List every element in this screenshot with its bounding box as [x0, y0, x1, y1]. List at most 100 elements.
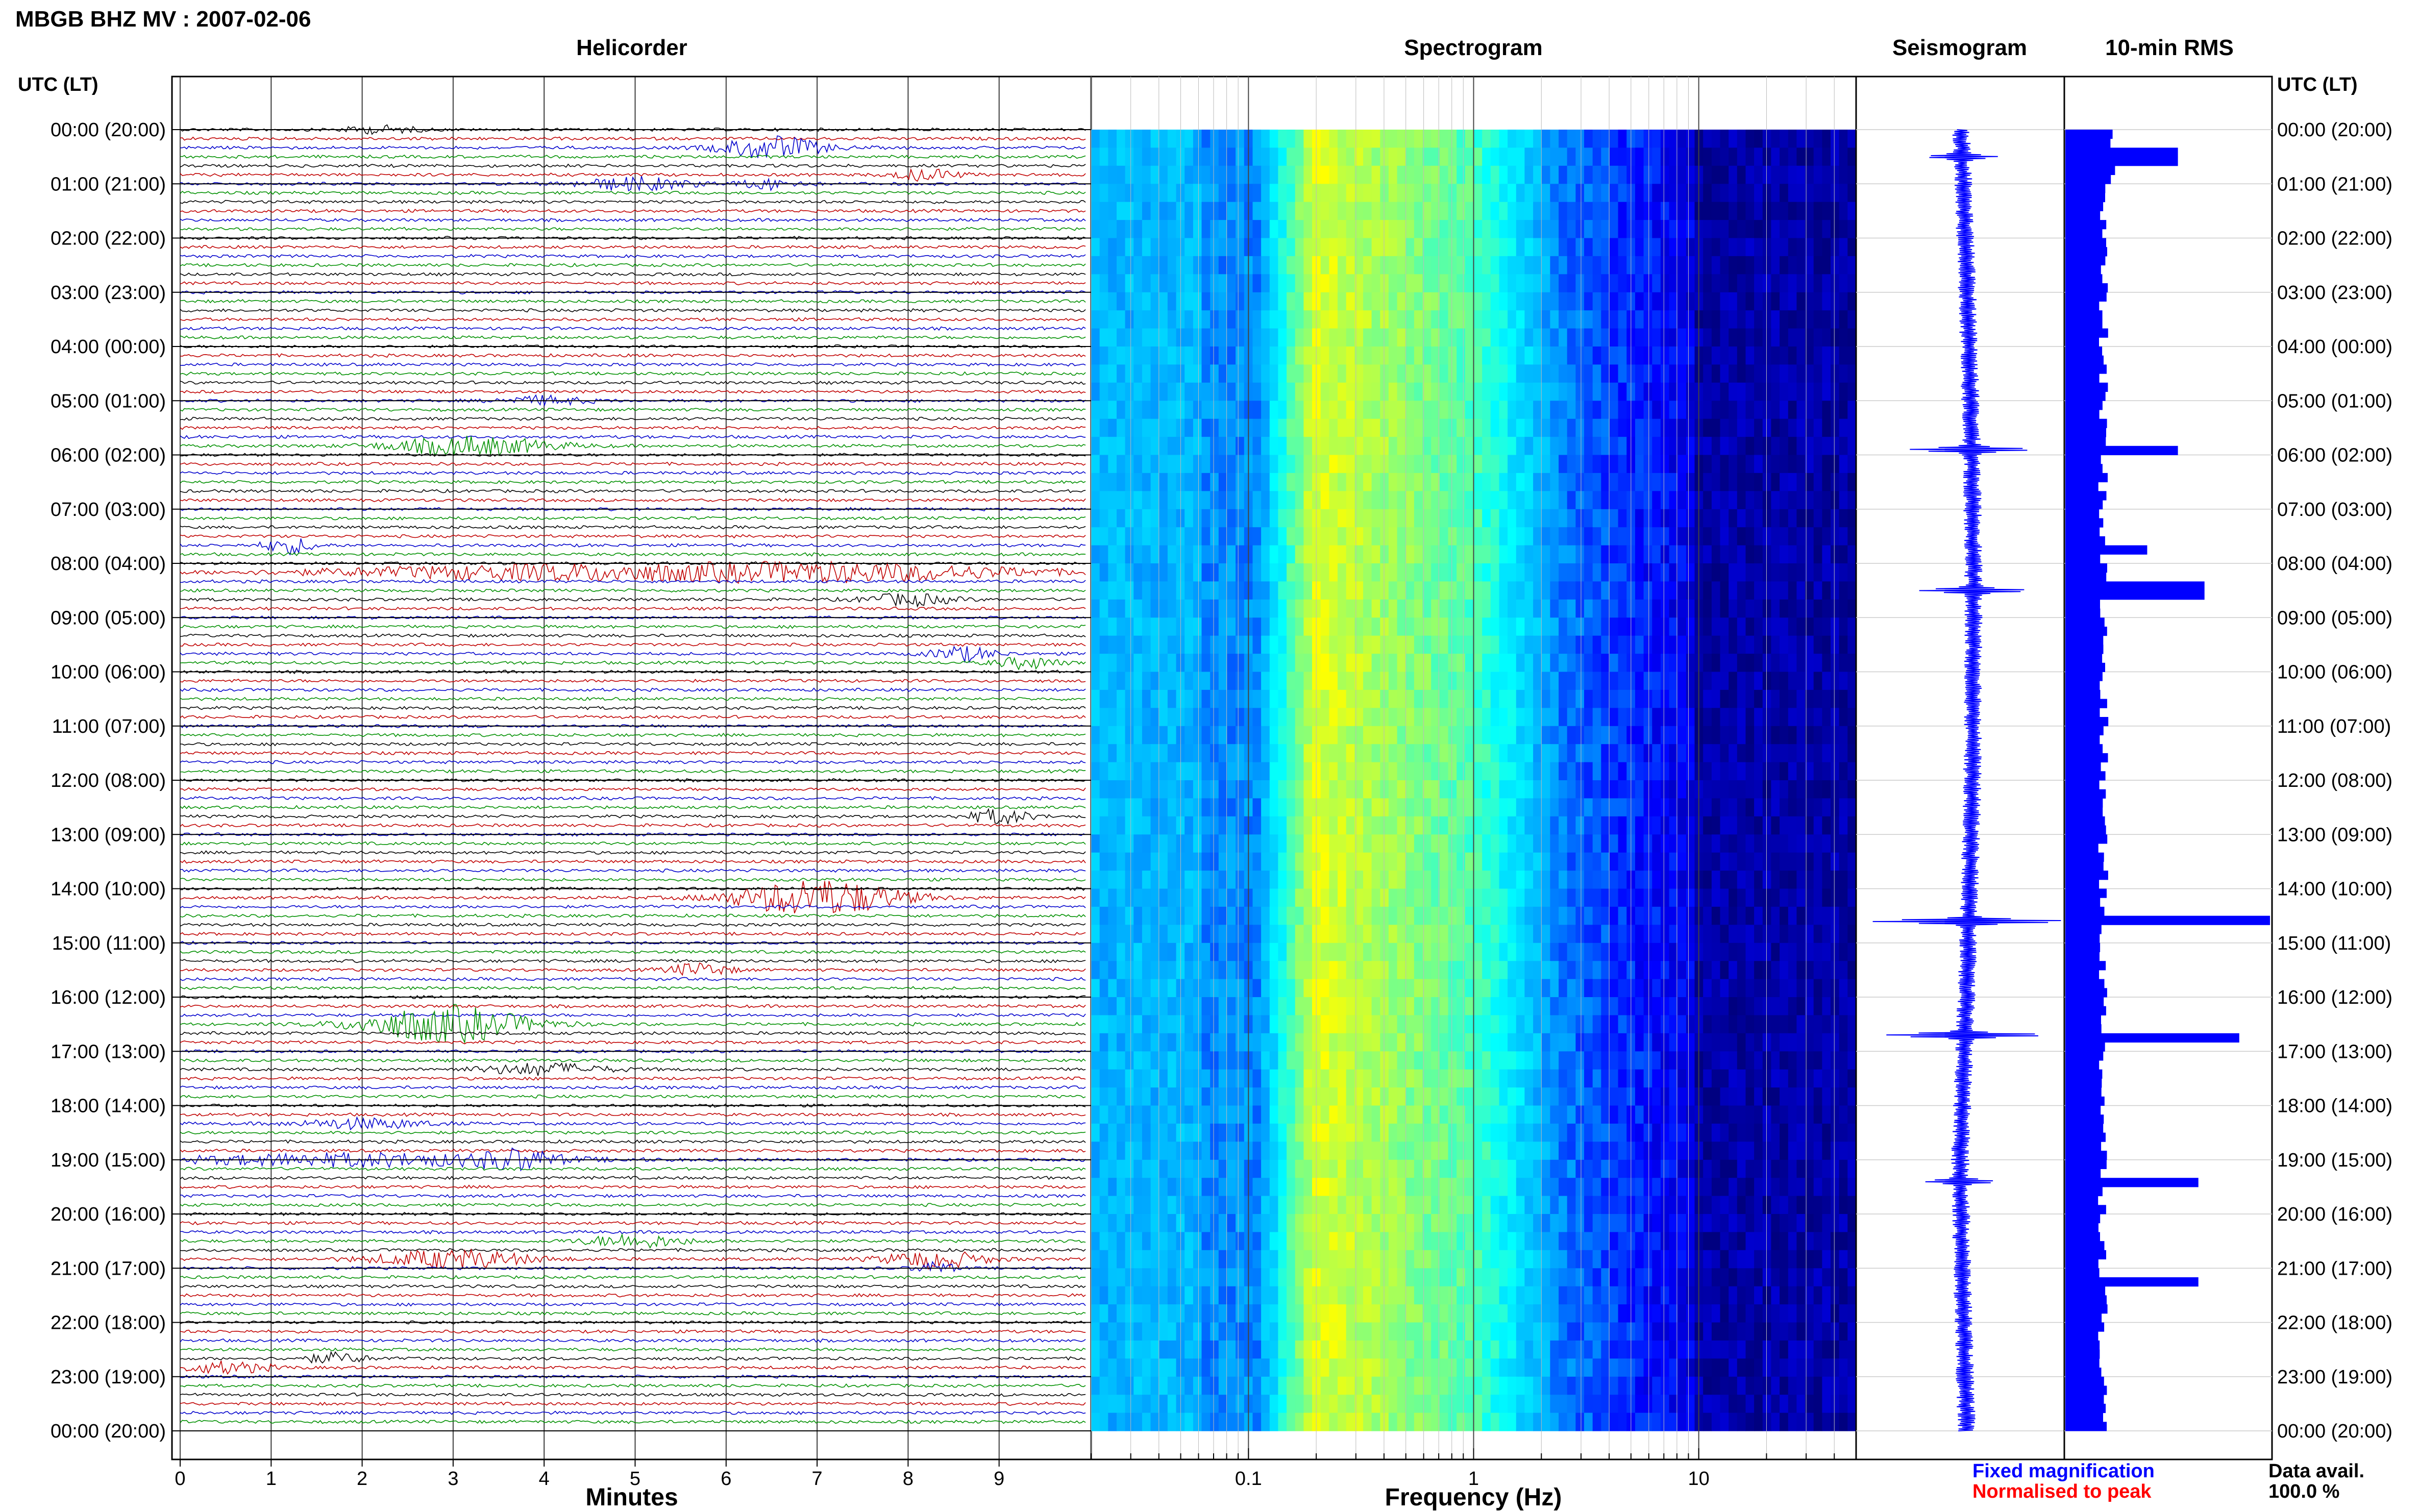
- spectrogram-cell: [1091, 1087, 1100, 1106]
- spectrogram-cell: [1711, 545, 1721, 564]
- spectrogram-cell: [1618, 527, 1627, 546]
- helicorder-trace: [180, 290, 1086, 295]
- spectrogram-cell: [1720, 635, 1729, 654]
- spectrogram-cell: [1388, 545, 1398, 564]
- spectrogram-cell: [1405, 130, 1415, 148]
- spectrogram-cell: [1371, 418, 1380, 437]
- spectrogram-cell: [1117, 310, 1126, 329]
- spectrogram-cell: [1099, 184, 1108, 203]
- spectrogram-cell: [1457, 238, 1466, 257]
- spectrogram-cell: [1541, 563, 1550, 582]
- spectrogram-cell: [1703, 382, 1712, 401]
- spectrogram-cell: [1388, 509, 1398, 528]
- spectrogram-cell: [1295, 491, 1304, 510]
- helicorder-trace: [180, 534, 1086, 539]
- spectrogram-cell: [1167, 762, 1177, 781]
- spectrogram-cell: [1414, 689, 1423, 708]
- spectrogram-cell: [1584, 617, 1593, 636]
- spectrogram-cell: [1303, 527, 1313, 546]
- spectrogram-cell: [1720, 509, 1729, 528]
- spectrogram-cell: [1210, 943, 1219, 961]
- spectrogram-cell: [1295, 238, 1304, 257]
- spectrogram-cell: [1788, 979, 1797, 998]
- spectrogram-cell: [1660, 1015, 1670, 1034]
- spectrogram-cell: [1405, 527, 1415, 546]
- spectrogram-cell: [1346, 545, 1355, 564]
- spectrogram-cell: [1618, 708, 1627, 727]
- spectrogram-cell: [1354, 816, 1364, 835]
- spectrogram-cell: [1559, 997, 1568, 1015]
- spectrogram-cell: [1252, 364, 1262, 383]
- spectrogram-cell: [1831, 165, 1840, 184]
- spectrogram-cell: [1805, 906, 1814, 925]
- spectrogram-cell: [1686, 654, 1695, 673]
- spectrogram-cell: [1397, 274, 1406, 293]
- spectrogram-cell: [1788, 1051, 1797, 1070]
- spectrogram-cell: [1677, 401, 1687, 419]
- spectrogram-cell: [1703, 798, 1712, 817]
- spectrogram-cell: [1754, 563, 1763, 582]
- helicorder-trace: [180, 751, 1086, 756]
- spectrogram-cell: [1796, 599, 1806, 618]
- spectrogram-cell: [1218, 798, 1228, 817]
- spectrogram-cell: [1354, 798, 1364, 817]
- spectrogram-cell: [1269, 455, 1279, 474]
- spectrogram-cell: [1303, 961, 1313, 980]
- spectrogram-cell: [1508, 689, 1517, 708]
- spectrogram-cell: [1601, 1069, 1610, 1088]
- spectrogram-cell: [1822, 563, 1831, 582]
- spectrogram-cell: [1745, 328, 1755, 347]
- spectrogram-cell: [1218, 762, 1228, 781]
- spectrogram-cell: [1831, 130, 1840, 148]
- spectrogram-cell: [1703, 599, 1712, 618]
- spectrogram-cell: [1473, 888, 1483, 907]
- spectrogram-cell: [1167, 1051, 1177, 1070]
- spectrogram-cell: [1167, 871, 1177, 889]
- spectrogram-cell: [1796, 654, 1806, 673]
- spectrogram-cell: [1465, 274, 1474, 293]
- spectrogram-cell: [1261, 599, 1270, 618]
- spectrogram-cell: [1236, 364, 1245, 383]
- spectrogram-cell: [1805, 328, 1814, 347]
- spectrogram-cell: [1303, 130, 1313, 148]
- spectrogram-cell: [1643, 455, 1652, 474]
- spectrogram-cell: [1388, 184, 1398, 203]
- spectrogram-cell: [1201, 1087, 1211, 1106]
- spectrogram-cell: [1287, 527, 1296, 546]
- spectrogram-cell: [1643, 581, 1652, 600]
- spectrogram-cell: [1592, 382, 1601, 401]
- spectrogram-cell: [1533, 473, 1542, 491]
- spectrogram-cell: [1686, 274, 1695, 293]
- spectrogram-cell: [1805, 997, 1814, 1015]
- spectrogram-cell: [1371, 382, 1380, 401]
- spectrogram-cell: [1278, 473, 1287, 491]
- spectrogram-cell: [1312, 708, 1321, 727]
- spectrogram-cell: [1499, 147, 1508, 166]
- spectrogram-cell: [1737, 292, 1746, 311]
- spectrogram-cell: [1703, 130, 1712, 148]
- spectrogram-cell: [1320, 852, 1329, 871]
- spectrogram-cell: [1193, 527, 1202, 546]
- spectrogram-cell: [1236, 798, 1245, 817]
- spectrogram-cell: [1635, 545, 1644, 564]
- spectrogram-cell: [1575, 798, 1585, 817]
- spectrogram-cell: [1405, 401, 1415, 419]
- spectrogram-cell: [1346, 220, 1355, 239]
- spectrogram-cell: [1584, 202, 1593, 220]
- spectrogram-cell: [1771, 744, 1780, 763]
- spectrogram-cell: [1508, 726, 1517, 745]
- spectrogram-cell: [1796, 527, 1806, 546]
- spectrogram-cell: [1159, 654, 1168, 673]
- spectrogram-cell: [1099, 328, 1108, 347]
- spectrogram-cell: [1745, 202, 1755, 220]
- spectrogram-cell: [1465, 527, 1474, 546]
- spectrogram-cell: [1227, 455, 1236, 474]
- spectrogram-cell: [1287, 491, 1296, 510]
- spectrogram-cell: [1388, 689, 1398, 708]
- spectrogram-cell: [1669, 238, 1678, 257]
- spectrogram-cell: [1201, 997, 1211, 1015]
- spectrogram-cell: [1762, 581, 1772, 600]
- spectrogram-cell: [1133, 545, 1143, 564]
- spectrogram-cell: [1592, 1033, 1601, 1052]
- spectrogram-cell: [1831, 943, 1840, 961]
